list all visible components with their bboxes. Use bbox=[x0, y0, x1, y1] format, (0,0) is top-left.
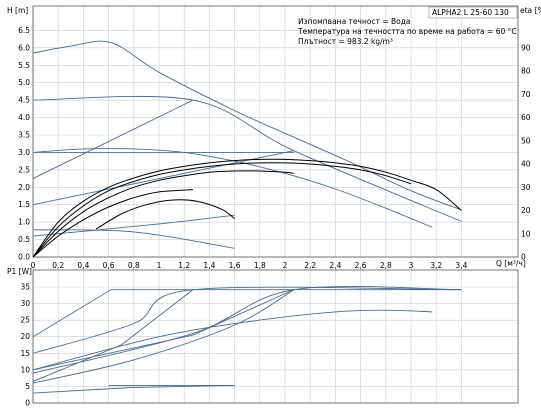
x-tick-label: 1,2 bbox=[178, 261, 190, 270]
annotation-liquid: Изпомпвана течност = Вода bbox=[298, 17, 411, 26]
upper-chart-x-ticks: 0 0,2 0,4 0,6 0,8 1 1,2 1,4 1,6 1,8 2 2,2 2,4 2,6 2,8 3… bbox=[31, 261, 468, 270]
power-curve-1 bbox=[32, 286, 462, 354]
head-curve-1 bbox=[32, 95, 462, 222]
x-tick-label: 3,4 bbox=[455, 261, 467, 270]
power-curve-6 bbox=[32, 309, 433, 371]
head-curve-6 bbox=[32, 229, 235, 249]
y2-tick-label: 10 bbox=[521, 229, 531, 238]
upper-chart-y2-axis-title: eta [%] bbox=[520, 6, 541, 15]
y2-tick-label: 50 bbox=[521, 136, 531, 145]
x-tick-label: 3 bbox=[409, 261, 414, 270]
power-curve-0 bbox=[32, 289, 462, 338]
x-tick-label: 1 bbox=[157, 261, 162, 270]
y-tick-label: 4.0 bbox=[18, 113, 30, 122]
x-tick-label: 0,6 bbox=[103, 261, 115, 270]
upper-chart-x-axis-title: Q [м³/ч] bbox=[496, 259, 526, 268]
efficiency-curve-9 bbox=[32, 162, 412, 258]
x-tick-label: 0 bbox=[31, 261, 36, 270]
y-tick-label: 6.5 bbox=[18, 26, 30, 35]
upper-chart-series bbox=[32, 40, 462, 258]
head-curve-2 bbox=[32, 99, 194, 179]
annotation-density: Плътност = 983.2 kg/m³ bbox=[298, 37, 393, 46]
y-tick-label: 1.5 bbox=[18, 200, 30, 209]
x-tick-label: 3,2 bbox=[430, 261, 442, 270]
x-tick-label: 2,8 bbox=[380, 261, 392, 270]
power-curve-3 bbox=[32, 286, 462, 374]
efficiency-curve-8 bbox=[32, 158, 462, 258]
x-tick-label: 1,8 bbox=[254, 261, 266, 270]
efficiency-curve-11 bbox=[32, 189, 194, 258]
x-tick-label: 1,4 bbox=[203, 261, 215, 270]
upper-chart-frame bbox=[32, 5, 519, 258]
lower-y-tick-label: 15 bbox=[20, 349, 30, 358]
lower-chart-y-ticks: 0 5 10 15 20 25 30 35 bbox=[20, 283, 30, 408]
y2-tick-label: 60 bbox=[521, 113, 531, 122]
y2-tick-label: 30 bbox=[521, 183, 531, 192]
y-tick-label: 1.0 bbox=[18, 218, 30, 227]
y2-tick-label: 0 bbox=[521, 253, 526, 262]
x-tick-label: 0,2 bbox=[52, 261, 64, 270]
y-tick-label: 0.5 bbox=[18, 235, 30, 244]
upper-chart-y-axis-title: H [m] bbox=[7, 6, 28, 15]
y2-tick-label: 80 bbox=[521, 67, 531, 76]
y-tick-label: 3.5 bbox=[18, 131, 30, 140]
upper-chart-y-ticks: 0.0 0.5 1.0 1.5 2.0 2.5 3.0 3.5 4.0 4.5 5.0 5.5 6.0 6… bbox=[18, 26, 30, 262]
lower-y-tick-label: 5 bbox=[25, 382, 30, 391]
power-curve-5 bbox=[32, 289, 295, 384]
annotation-temperature: Температура на течността по време на раб… bbox=[297, 27, 517, 36]
lower-y-tick-label: 25 bbox=[20, 316, 30, 325]
x-tick-label: 2,2 bbox=[304, 261, 316, 270]
x-tick-label: 1,6 bbox=[229, 261, 241, 270]
lower-chart-y-axis-title: P1 [W] bbox=[7, 267, 32, 276]
lower-y-tick-label: 20 bbox=[20, 332, 30, 341]
y-tick-label: 6.0 bbox=[18, 43, 30, 52]
y-tick-label: 5.0 bbox=[18, 78, 30, 87]
power-curve-4 bbox=[32, 289, 295, 371]
power-curve-7 bbox=[32, 384, 235, 394]
lower-y-tick-label: 10 bbox=[20, 365, 30, 374]
y2-tick-label: 70 bbox=[521, 90, 531, 99]
y-tick-label: 5.5 bbox=[18, 61, 30, 70]
x-tick-label: 2 bbox=[283, 261, 288, 270]
y2-tick-label: 20 bbox=[521, 206, 531, 215]
head-curve-0 bbox=[32, 40, 462, 211]
efficiency-curve-10 bbox=[32, 170, 294, 258]
x-tick-label: 0,4 bbox=[77, 261, 89, 270]
y-tick-label: 2.0 bbox=[18, 183, 30, 192]
y-tick-label: 4.5 bbox=[18, 96, 30, 105]
x-tick-label: 2,6 bbox=[355, 261, 367, 270]
lower-y-tick-label: 35 bbox=[20, 283, 30, 292]
lower-y-tick-label: 30 bbox=[20, 299, 30, 308]
x-tick-label: 0,8 bbox=[128, 261, 140, 270]
lower-y-tick-label: 0 bbox=[25, 399, 30, 408]
upper-chart-y2-ticks: 0 10 20 30 40 50 60 70 80 90 bbox=[521, 43, 531, 261]
y2-tick-label: 40 bbox=[521, 160, 531, 169]
y-tick-label: 3.0 bbox=[18, 148, 30, 157]
x-tick-label: 2,4 bbox=[329, 261, 341, 270]
power-curve-2 bbox=[32, 289, 194, 382]
y-tick-label: 0.0 bbox=[18, 253, 30, 262]
chart-title-box bbox=[428, 6, 518, 19]
efficiency-curve-12 bbox=[95, 199, 235, 230]
y-tick-label: 2.5 bbox=[18, 165, 30, 174]
lower-chart-series bbox=[32, 286, 462, 394]
head-curve-7 bbox=[32, 214, 235, 237]
chart-title: ALPHA2 L 25-60 130 bbox=[432, 8, 509, 17]
y2-tick-label: 90 bbox=[521, 43, 531, 52]
